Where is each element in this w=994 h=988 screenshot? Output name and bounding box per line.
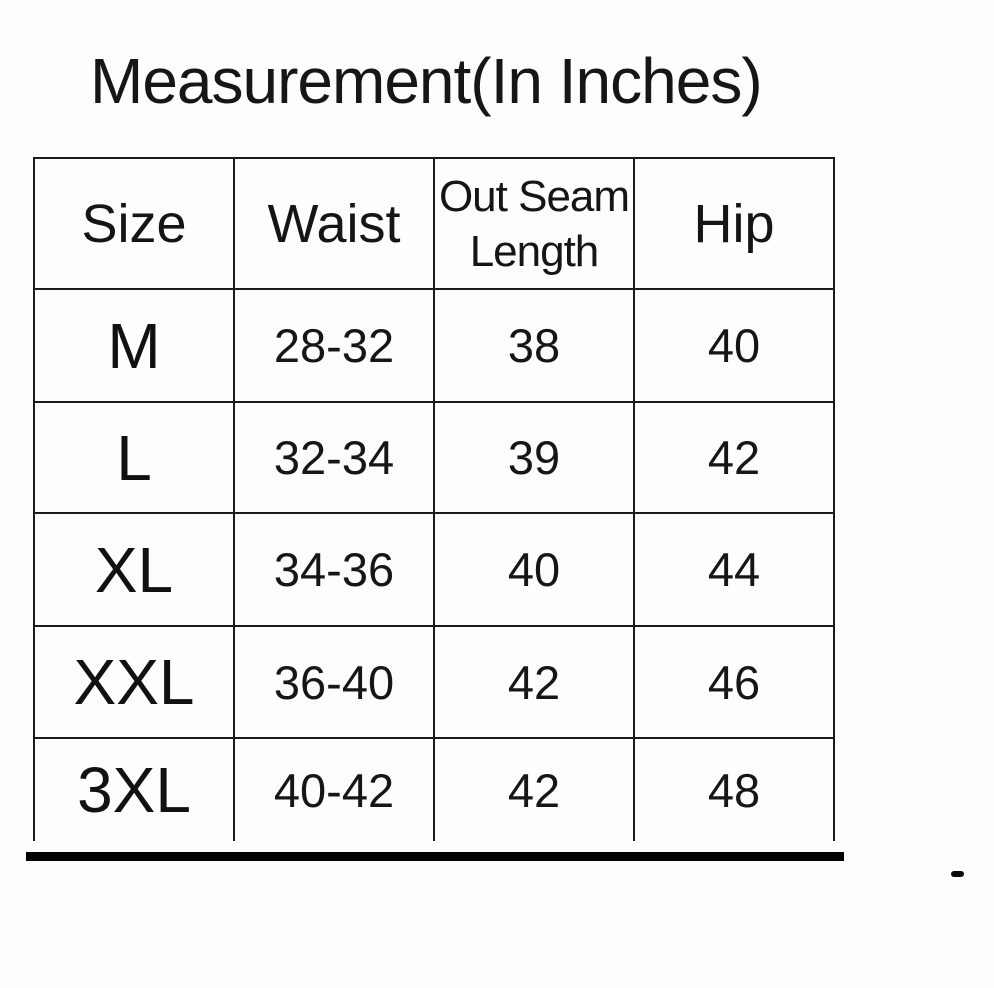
waist-cell: 36-40 xyxy=(233,625,435,739)
col-header-waist: Waist xyxy=(233,157,435,290)
measurement-table: Size Waist Out Seam Length Hip M 28-32 3… xyxy=(33,157,835,841)
col-header-out-seam-length: Out Seam Length xyxy=(433,157,635,290)
waist-cell: 28-32 xyxy=(233,288,435,403)
size-cell: M xyxy=(33,288,235,403)
col-header-size: Size xyxy=(33,157,235,290)
out-seam-cell: 40 xyxy=(433,512,635,627)
table-body: M 28-32 38 40 L 32-34 39 42 XL 34-36 40 … xyxy=(33,288,835,841)
hip-cell: 48 xyxy=(633,737,835,841)
out-seam-cell: 39 xyxy=(433,401,635,514)
size-cell: XL xyxy=(33,512,235,627)
table-row-m: M 28-32 38 40 xyxy=(33,288,835,403)
table-row-xl: XL 34-36 40 44 xyxy=(33,512,835,627)
out-seam-cell: 42 xyxy=(433,737,635,841)
hip-cell: 40 xyxy=(633,288,835,403)
hip-cell: 44 xyxy=(633,512,835,627)
stray-dash-mark xyxy=(951,871,964,877)
page-title: Measurement(In Inches) xyxy=(90,45,763,117)
table-bottom-thick-rule xyxy=(26,852,844,861)
table-row-l: L 32-34 39 42 xyxy=(33,401,835,514)
waist-cell: 32-34 xyxy=(233,401,435,514)
table-row-xxl: XXL 36-40 42 46 xyxy=(33,625,835,739)
size-cell: L xyxy=(33,401,235,514)
waist-cell: 40-42 xyxy=(233,737,435,841)
hip-cell: 42 xyxy=(633,401,835,514)
size-cell: XXL xyxy=(33,625,235,739)
col-header-hip: Hip xyxy=(633,157,835,290)
table-header: Size Waist Out Seam Length Hip xyxy=(33,157,835,290)
waist-cell: 34-36 xyxy=(233,512,435,627)
size-cell: 3XL xyxy=(33,737,235,841)
header-row: Size Waist Out Seam Length Hip xyxy=(33,157,835,290)
table-row-3xl: 3XL 40-42 42 48 xyxy=(33,737,835,841)
hip-cell: 46 xyxy=(633,625,835,739)
out-seam-cell: 42 xyxy=(433,625,635,739)
out-seam-cell: 38 xyxy=(433,288,635,403)
